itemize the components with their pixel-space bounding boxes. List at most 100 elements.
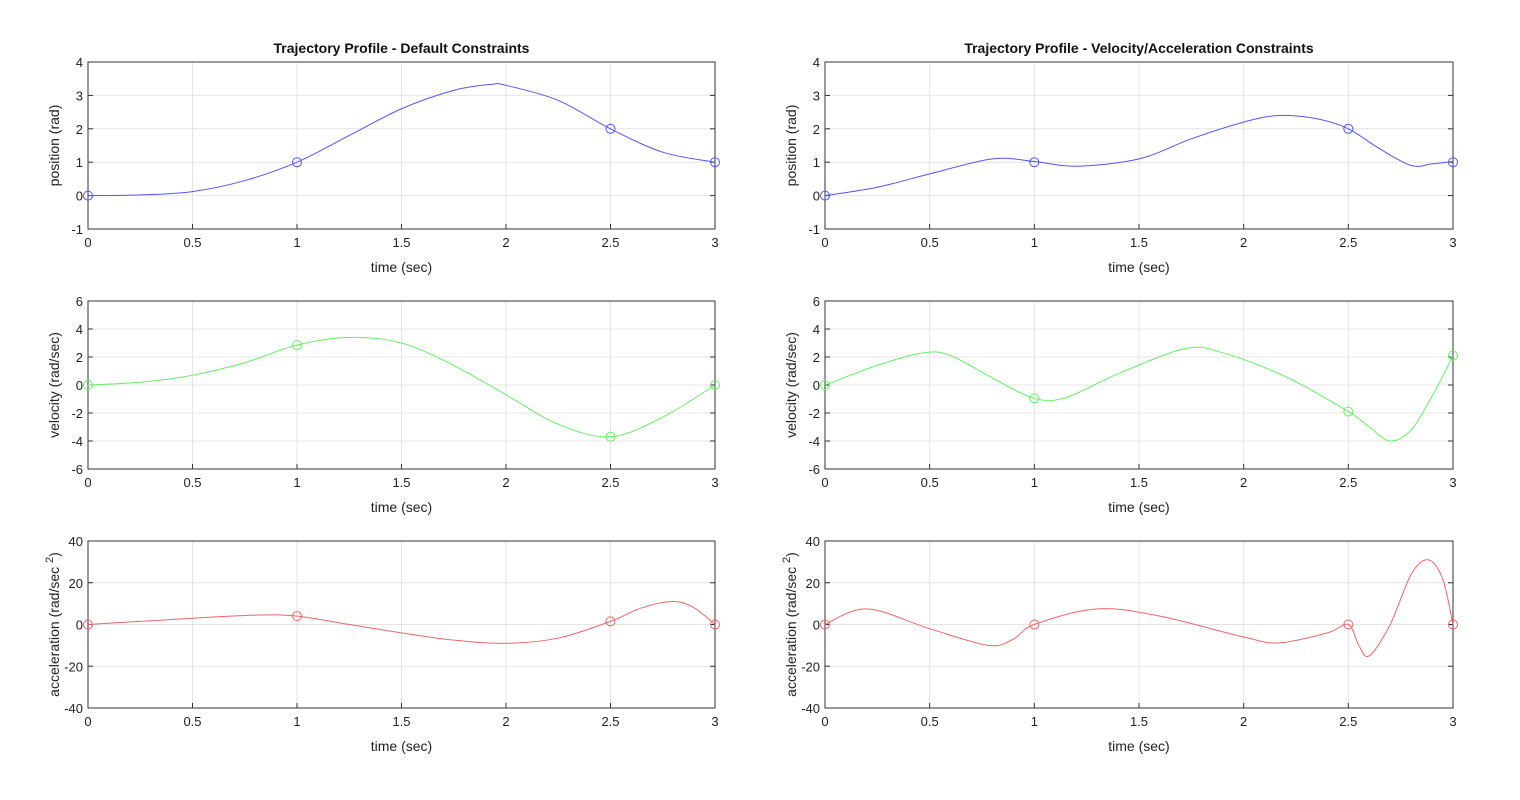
waypoint-marker [83,380,93,390]
x-tick-label: 0.5 [183,235,201,250]
waypoint-marker [1448,619,1458,630]
y-axis-label: velocity (rad/sec) [46,332,62,438]
x-tick-label: 1 [293,714,300,729]
x-tick-label: 2.5 [601,235,619,250]
x-tick-label: 3 [711,475,718,490]
y-tick-label: 3 [813,88,820,103]
waypoint-marker [292,611,302,622]
y-tick-label: 2 [813,122,820,137]
y-tick-label: 6 [813,294,820,309]
y-tick-label: 20 [806,576,820,591]
waypoint-marker [292,340,302,351]
y-tick-label: 1 [76,155,83,170]
x-axis-label: time (sec) [371,259,432,275]
waypoint-marker [820,190,830,201]
x-tick-label: 0.5 [183,475,201,490]
x-tick-label: 1 [1031,475,1038,490]
waypoint-marker [710,380,720,390]
subplot-4: 0 0.5 1 1.5 2 2.5 3 -40 -20 0 20 40 time (sec) accele… [44,534,720,754]
label-superscript: 2 [44,557,56,563]
y-axis-label: position (rad) [46,105,62,187]
label-text: acceleration (rad/sec [46,563,62,697]
y-tick-label: -1 [71,222,83,237]
y-tick-label: -6 [71,462,83,477]
waypoint-marker [83,619,93,630]
x-tick-label: 0 [84,235,91,250]
y-tick-label: -4 [808,434,820,449]
x-axis-label: time (sec) [1108,738,1169,754]
x-axis-label: time (sec) [1108,259,1169,275]
waypoint-marker [1448,350,1458,361]
x-tick-label: 2.5 [1339,235,1357,250]
waypoint-marker [83,190,93,201]
waypoint-marker [1029,393,1040,404]
x-tick-label: 0 [84,475,91,490]
waypoint-marker [820,380,830,390]
waypoint-marker [1343,406,1354,417]
x-tick-label: 1 [1031,714,1038,729]
series-line [824,346,1454,442]
subplot-title: Trajectory Profile - Default Constraints [274,40,530,56]
x-tick-label: 0 [821,714,828,729]
x-tick-label: 3 [1449,714,1456,729]
y-axis-label: acceleration (rad/sec 2) [44,552,62,697]
y-tick-label: -2 [808,406,820,421]
y-tick-label: 3 [76,88,83,103]
series-line [87,336,716,438]
y-tick-label: -6 [808,462,820,477]
waypoint-marker [1029,619,1040,630]
x-tick-label: 0 [84,714,91,729]
y-tick-label: 0 [76,378,83,393]
x-tick-label: 0.5 [183,714,201,729]
series-line [824,114,1454,197]
x-tick-label: 1.5 [1130,235,1148,250]
x-tick-label: 2 [502,235,509,250]
x-tick-label: 1.5 [392,475,410,490]
x-tick-label: 0.5 [921,235,939,250]
x-tick-label: 0 [821,235,828,250]
x-tick-label: 1.5 [1130,475,1148,490]
x-tick-label: 3 [1449,475,1456,490]
x-tick-label: 1 [1031,235,1038,250]
y-axis-label: acceleration (rad/sec 2) [781,552,799,697]
axes-box [824,61,1454,230]
y-tick-label: 20 [69,576,83,591]
waypoint-marker [292,157,302,168]
x-tick-label: 2 [502,714,509,729]
subplot-title: Trajectory Profile - Velocity/Accelerati… [964,40,1314,56]
y-tick-label: -40 [64,701,83,716]
y-tick-label: 4 [813,322,820,337]
y-tick-label: 1 [813,155,820,170]
subplot-2: 0 0.5 1 1.5 2 2.5 3 -6 -4 -2 0 2 4 6 time (sec) velocit… [46,294,720,515]
y-tick-label: 0 [76,189,83,204]
x-tick-label: 0.5 [921,714,939,729]
x-axis-label: time (sec) [371,499,432,515]
y-tick-label: -1 [808,222,820,237]
x-tick-label: 0.5 [921,475,939,490]
y-tick-label: 4 [76,55,83,70]
y-tick-label: -20 [64,659,83,674]
waypoint-marker [710,619,720,630]
y-axis-label: velocity (rad/sec) [783,332,799,438]
x-tick-label: 1.5 [392,235,410,250]
y-tick-label: -40 [801,701,820,716]
waypoint-marker [605,431,616,442]
waypoint-marker [1343,619,1354,630]
waypoint-marker [710,157,720,168]
y-tick-label: 0 [813,618,820,633]
waypoint-marker [605,123,616,134]
y-tick-label: 2 [813,350,820,365]
x-tick-label: 0 [821,475,828,490]
y-tick-label: -20 [801,659,820,674]
x-tick-label: 2.5 [601,714,619,729]
y-tick-label: -4 [71,434,83,449]
x-tick-label: 2 [1240,235,1247,250]
x-tick-label: 3 [1449,235,1456,250]
waypoint-marker [820,619,830,630]
y-tick-label: 0 [76,618,83,633]
x-tick-label: 2.5 [1339,475,1357,490]
x-tick-label: 1 [293,475,300,490]
